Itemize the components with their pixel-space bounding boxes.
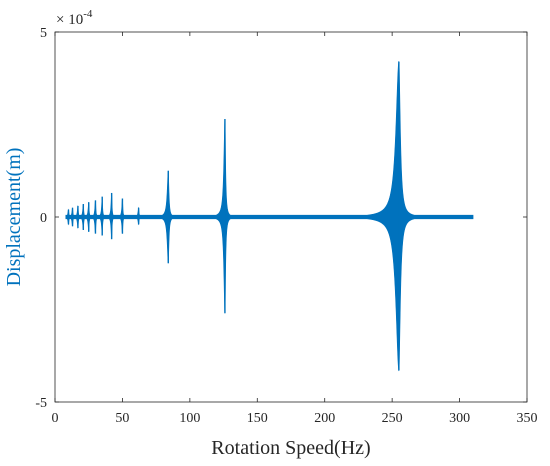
y-tick-label: 0 [40, 211, 47, 226]
y-axis-title: Displacement(m) [3, 148, 25, 287]
series-marks [65, 60, 474, 372]
x-tick-label: 350 [517, 411, 538, 426]
x-axis-title: Rotation Speed(Hz) [211, 437, 370, 459]
y-exponent-label: × 10-4 [56, 8, 93, 28]
y-tick-label: -5 [35, 396, 47, 411]
x-axis-ticks: 0 50 100 150 200 250 300 350 [52, 32, 538, 426]
x-tick-label: 100 [179, 411, 200, 426]
x-tick-label: 50 [115, 411, 129, 426]
y-axis-ticks: 5 0 -5 [35, 26, 527, 411]
y-tick-label: 5 [40, 26, 47, 41]
x-tick-label: 150 [247, 411, 268, 426]
x-tick-label: 200 [314, 411, 335, 426]
x-tick-label: 0 [52, 411, 59, 426]
x-tick-label: 250 [382, 411, 403, 426]
y-exponent-power: -4 [83, 8, 93, 20]
x-tick-label: 300 [449, 411, 470, 426]
